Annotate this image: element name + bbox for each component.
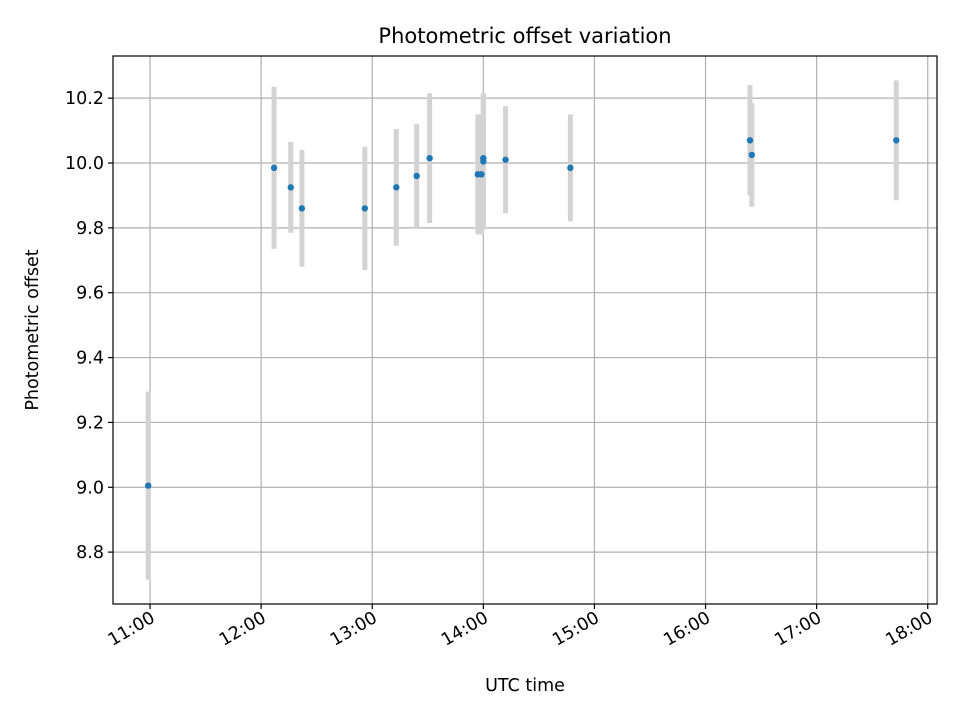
y-tick-label: 9.0 [76,478,104,498]
y-tick-label: 8.8 [76,543,104,563]
y-tick-label: 9.4 [76,349,104,369]
x-axis-title: UTC time [485,676,565,696]
y-axis-title: Photometric offset [23,249,43,410]
y-tick-label: 10.2 [65,89,104,109]
plot-frame [112,55,938,605]
data-point [746,137,754,144]
data-point [298,205,306,212]
data-point [361,205,369,212]
data-point [478,171,485,178]
data-point [426,154,433,162]
y-tick-label: 10.0 [65,154,104,174]
data-point [413,172,420,180]
point-layer [144,137,900,489]
data-point [502,156,509,163]
y-tick-label: 9.2 [76,413,104,433]
grid-layer [113,56,937,604]
y-tick-label: 9.8 [76,219,104,239]
data-point [480,154,487,162]
data-point [270,164,278,172]
chart-title: Photometric offset variation [378,24,671,48]
data-point [748,151,756,159]
data-point [287,184,294,191]
data-point [567,164,574,172]
y-tick-label: 9.6 [76,284,104,304]
data-point [393,184,400,191]
data-point [893,137,900,144]
data-point [144,482,152,489]
